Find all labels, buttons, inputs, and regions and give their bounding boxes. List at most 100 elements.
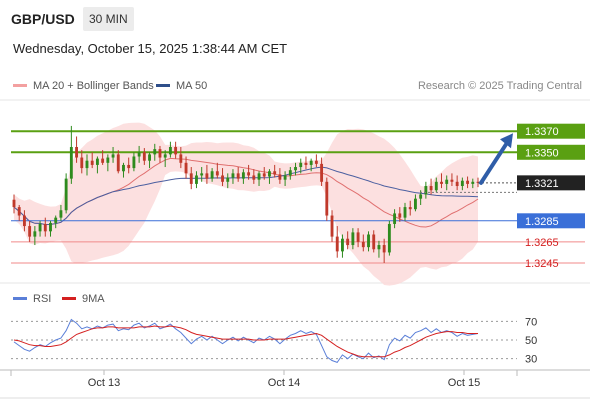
legend-label-rsi: RSI bbox=[33, 293, 52, 305]
candle-body bbox=[54, 217, 58, 223]
candle-body bbox=[414, 198, 417, 210]
current-price-box bbox=[517, 175, 585, 191]
legend-ma50: MA 50 bbox=[156, 80, 207, 92]
candle-body bbox=[335, 236, 339, 252]
legend-swatch-rsi-ma bbox=[62, 296, 76, 300]
forecast-arrow-head bbox=[500, 133, 513, 149]
candle-body bbox=[341, 238, 344, 252]
forecast-arrow-shaft bbox=[479, 139, 510, 185]
candle-body bbox=[424, 186, 428, 195]
rsi-ma-line bbox=[13, 325, 478, 358]
candle-body bbox=[408, 207, 412, 210]
candle-body bbox=[22, 215, 26, 227]
candle-body bbox=[288, 170, 292, 176]
candle-body bbox=[325, 181, 329, 216]
legend-swatch-rsi bbox=[13, 296, 27, 300]
level-label-1.3285: 1.3285 bbox=[525, 216, 559, 228]
candle-body bbox=[226, 177, 230, 182]
candle-body bbox=[195, 175, 198, 184]
level-box-1.3370 bbox=[517, 123, 585, 139]
candle-body bbox=[382, 245, 386, 253]
candle-body bbox=[116, 154, 120, 172]
candle-body bbox=[377, 245, 381, 250]
candle-body bbox=[210, 171, 214, 179]
candle-body bbox=[346, 238, 350, 246]
candle-body bbox=[419, 194, 423, 199]
candle-body bbox=[122, 164, 125, 172]
candle-body bbox=[132, 156, 136, 169]
candle-body bbox=[215, 171, 219, 176]
candle-body bbox=[387, 223, 391, 253]
candle-body bbox=[252, 175, 256, 180]
candle-body bbox=[398, 213, 402, 218]
candle-body bbox=[184, 162, 188, 174]
rsi-tick-label: 30 bbox=[525, 354, 537, 366]
candle-body bbox=[283, 175, 287, 180]
legend-label-rsi-ma: 9MA bbox=[82, 293, 105, 305]
legend-label-ma20: MA 20 + Bollinger Bands bbox=[33, 80, 154, 92]
candle-body bbox=[393, 213, 397, 224]
candle-body bbox=[434, 181, 438, 191]
candle-body bbox=[33, 231, 37, 237]
candle-body bbox=[168, 147, 172, 155]
candle-body bbox=[85, 160, 89, 169]
legend-rsi-ma: 9MA bbox=[62, 293, 105, 305]
candle-body bbox=[101, 158, 105, 163]
candle-body bbox=[148, 154, 151, 161]
candle-body bbox=[179, 154, 183, 163]
legend-label-ma50: MA 50 bbox=[176, 80, 208, 92]
candle-body bbox=[476, 181, 480, 183]
x-tick-label: Oct 14 bbox=[268, 377, 300, 389]
interval-badge[interactable]: 30 MIN bbox=[83, 7, 134, 31]
candle-body bbox=[309, 160, 313, 165]
candle-body bbox=[95, 158, 99, 165]
candle-body bbox=[200, 173, 204, 176]
candle-body bbox=[351, 232, 355, 246]
x-tick-label: Oct 15 bbox=[448, 377, 480, 389]
current-price-label: 1.3321 bbox=[525, 178, 559, 190]
candle-body bbox=[142, 152, 146, 161]
candle-body bbox=[17, 207, 21, 216]
candle-body bbox=[90, 160, 94, 165]
candle-body bbox=[137, 152, 141, 157]
copyright: Research © 2025 Trading Central bbox=[417, 80, 582, 92]
candle-body bbox=[189, 173, 193, 184]
candle-body bbox=[247, 172, 251, 176]
candle-body bbox=[429, 186, 433, 191]
candle-body bbox=[158, 149, 162, 158]
candle-body bbox=[64, 178, 68, 211]
candle-body bbox=[361, 241, 365, 248]
candle-body bbox=[460, 180, 464, 187]
candle-body bbox=[450, 179, 454, 182]
level-box-1.3350 bbox=[517, 144, 585, 160]
candle-body bbox=[241, 172, 245, 179]
candle-body bbox=[127, 164, 131, 169]
candle-body bbox=[12, 199, 16, 208]
candle-body bbox=[80, 157, 84, 169]
candle-body bbox=[466, 180, 470, 184]
level-label-1.3245: 1.3245 bbox=[525, 258, 559, 270]
candle-body bbox=[299, 162, 303, 168]
candle-body bbox=[367, 234, 370, 248]
legend-ma-bollinger: MA 20 + Bollinger Bands bbox=[13, 80, 154, 92]
legend-swatch-ma20 bbox=[13, 83, 27, 87]
candle-body bbox=[278, 174, 282, 180]
candle-body bbox=[471, 181, 475, 184]
candle-body bbox=[38, 223, 42, 232]
candle-body bbox=[440, 181, 443, 184]
candle-body bbox=[236, 173, 240, 179]
timestamp: Wednesday, October 15, 2025 1:38:44 AM C… bbox=[13, 41, 288, 56]
candle-body bbox=[49, 222, 52, 232]
candle-body bbox=[330, 215, 334, 237]
candle-body bbox=[304, 162, 308, 165]
candle-body bbox=[356, 232, 360, 242]
candle-body bbox=[69, 147, 73, 179]
candle-body bbox=[221, 175, 224, 182]
candle-body bbox=[314, 160, 318, 164]
candle-body bbox=[59, 210, 63, 218]
legend-swatch-ma50 bbox=[156, 83, 170, 87]
candle-body bbox=[262, 173, 266, 177]
rsi-tick-label: 50 bbox=[525, 335, 537, 347]
candle-body bbox=[372, 234, 376, 250]
candle-body bbox=[257, 173, 261, 180]
